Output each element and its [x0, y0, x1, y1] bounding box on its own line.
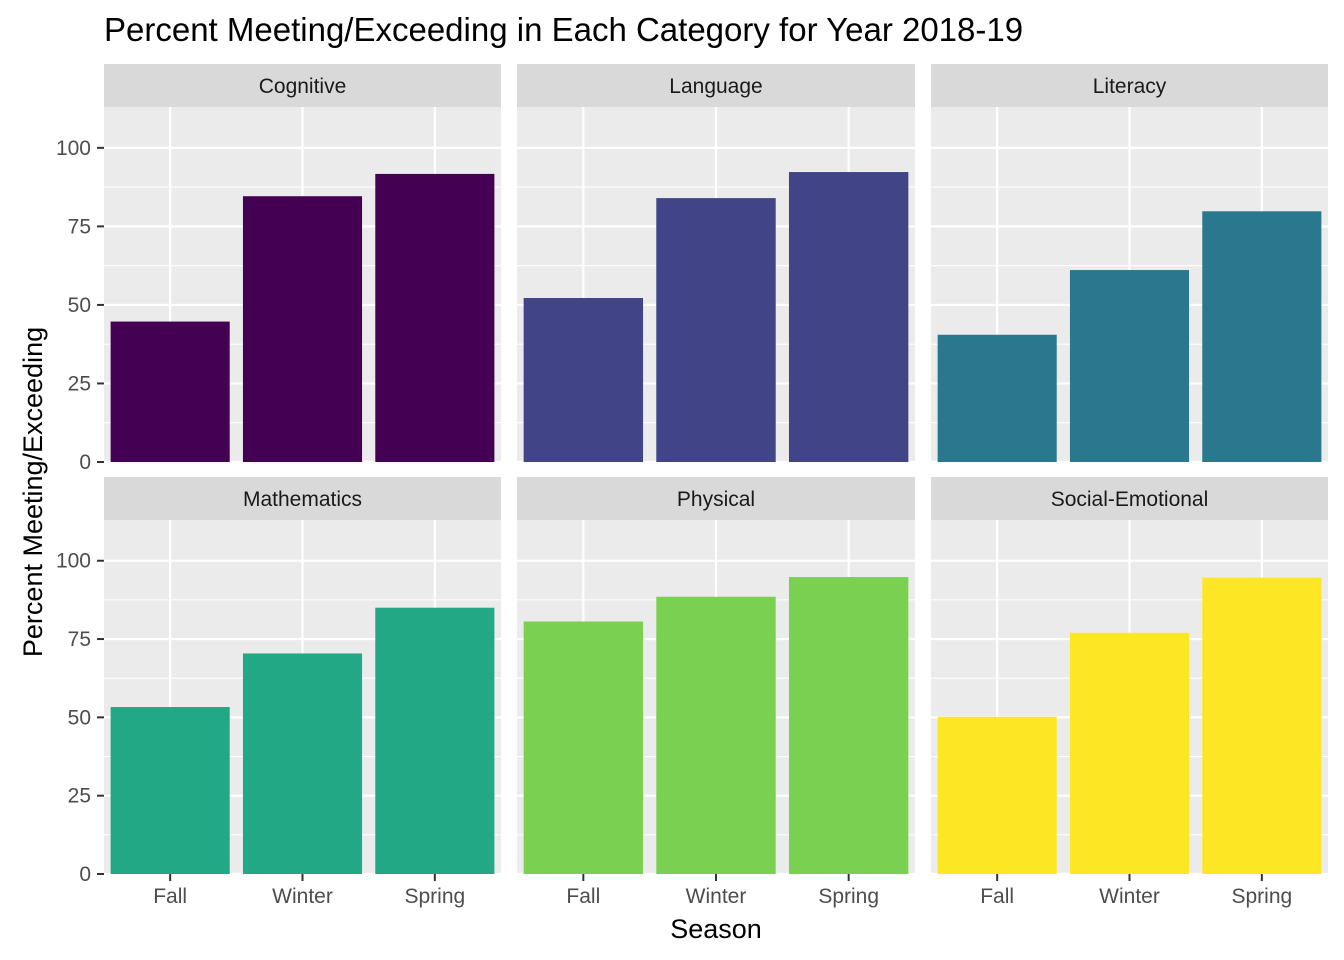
y-tick-label: 0: [79, 863, 91, 886]
x-tick-label-fall: Fall: [980, 885, 1014, 908]
bar-social-emotional-spring: [1202, 577, 1322, 874]
y-tick-label: 25: [68, 785, 91, 808]
chart-title: Percent Meeting/Exceeding in Each Catego…: [104, 11, 1023, 48]
facet-panels: Cognitive 0 25 50 75 100 Language Literacy Mathe…: [56, 64, 1328, 908]
panel-language: Language: [517, 64, 915, 464]
facet-label-physical: Physical: [677, 488, 755, 511]
facet-label-literacy: Literacy: [1093, 75, 1167, 98]
bar-social-emotional-fall: [937, 716, 1057, 874]
bar-physical-winter: [656, 596, 776, 874]
facet-label-language: Language: [669, 75, 762, 98]
panel-physical: Physical Fall Winter Spring: [517, 477, 915, 908]
x-tick-label-spring: Spring: [1231, 885, 1292, 908]
facet-label-social-emotional: Social-Emotional: [1051, 488, 1209, 511]
x-axis-title: Season: [670, 914, 762, 944]
bar-cognitive-spring: [375, 173, 495, 462]
bar-cognitive-fall: [110, 321, 230, 462]
bar-cognitive-winter: [242, 196, 363, 462]
bar-mathematics-spring: [375, 607, 495, 874]
facet-strip-literacy: [931, 64, 1328, 107]
facet-strip-language: [517, 64, 915, 107]
x-tick-label-spring: Spring: [404, 885, 465, 908]
y-tick-label: 25: [68, 372, 91, 395]
bar-physical-fall: [523, 621, 644, 874]
bar-language-fall: [523, 298, 644, 462]
y-tick-label: 50: [68, 706, 91, 729]
x-tick-label-winter: Winter: [1099, 885, 1160, 908]
bar-literacy-winter: [1069, 270, 1190, 462]
x-tick-label-fall: Fall: [566, 885, 600, 908]
facet-label-cognitive: Cognitive: [259, 75, 347, 98]
bar-mathematics-winter: [242, 653, 363, 874]
panel-social-emotional: Social-Emotional Fall Winter Spring: [931, 477, 1328, 908]
y-axis-title: Percent Meeting/Exceeding: [18, 327, 48, 657]
y-tick-label: 50: [68, 294, 91, 317]
bar-language-winter: [656, 198, 776, 462]
y-tick-label: 75: [68, 628, 91, 651]
bar-physical-spring: [788, 577, 909, 874]
bar-literacy-spring: [1202, 211, 1322, 462]
bar-social-emotional-winter: [1069, 632, 1190, 874]
facet-strip-mathematics: [104, 477, 501, 520]
y-tick-label: 100: [56, 137, 91, 160]
bar-mathematics-fall: [110, 707, 230, 874]
facet-strip-cognitive: [104, 64, 501, 107]
panel-literacy: Literacy: [931, 64, 1328, 464]
x-tick-label-winter: Winter: [272, 885, 333, 908]
y-tick-label: 0: [79, 451, 91, 474]
facet-label-mathematics: Mathematics: [243, 488, 362, 511]
facet-strip-physical: [517, 477, 915, 520]
y-tick-label: 75: [68, 215, 91, 238]
facet-strip-social-emotional: [931, 477, 1328, 520]
bar-literacy-fall: [937, 334, 1057, 462]
x-tick-label-spring: Spring: [818, 885, 879, 908]
x-tick-label-winter: Winter: [686, 885, 747, 908]
panel-mathematics: Mathematics 0 25 50 75 100 Fall Winter Spring: [56, 477, 501, 908]
x-tick-label-fall: Fall: [153, 885, 187, 908]
y-tick-label: 100: [56, 550, 91, 573]
bar-language-spring: [788, 172, 909, 462]
panel-cognitive: Cognitive 0 25 50 75 100: [56, 64, 501, 474]
